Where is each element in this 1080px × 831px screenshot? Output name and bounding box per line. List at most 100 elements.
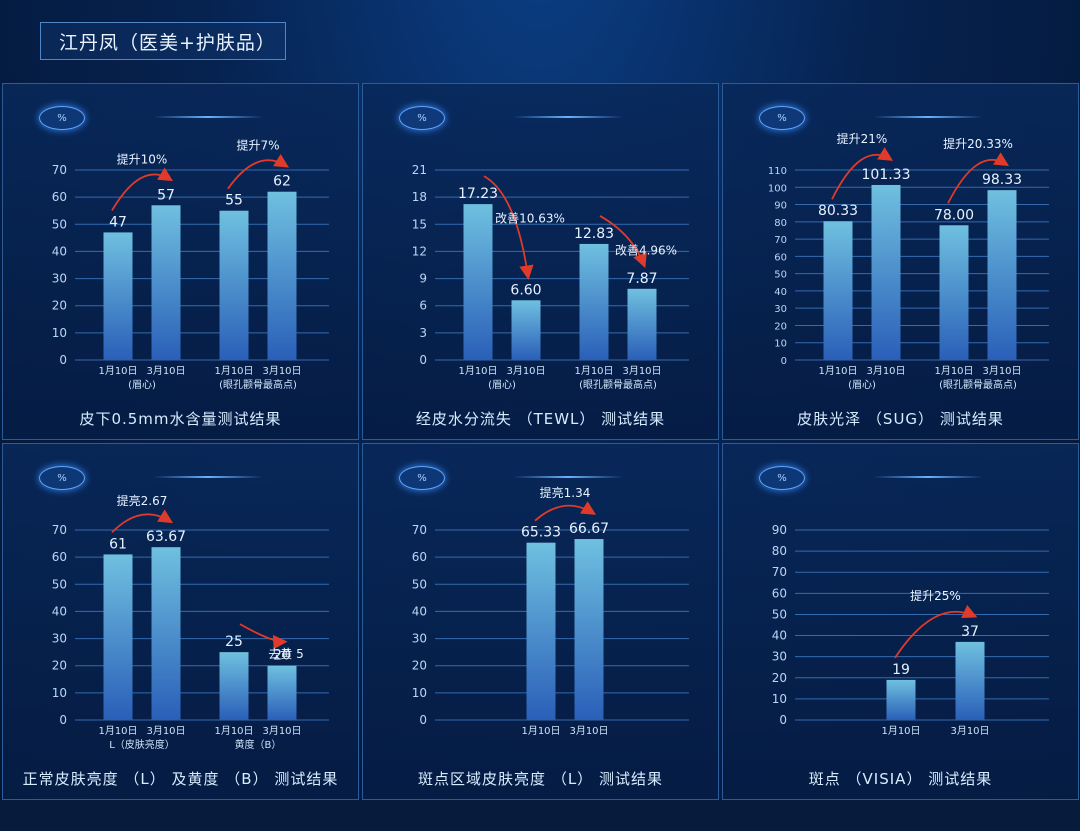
bar-chart: 0 10 20 30 40 50 60 70 65.33 1月10日 66.67 3月10日 提亮1.3… — [412, 485, 689, 737]
glow-line-decoration — [513, 476, 623, 478]
bar — [823, 221, 853, 360]
y-tick-label: 10 — [52, 686, 67, 700]
trend-arrow — [599, 215, 647, 269]
x-tick-label: 3月10日 — [262, 725, 301, 737]
bar — [103, 554, 133, 720]
y-tick-label: 70 — [52, 163, 67, 177]
bar — [579, 243, 609, 360]
annotation-label: 提升20.33% — [943, 136, 1013, 151]
data-label: 12.83 — [574, 226, 614, 242]
y-tick-label: 10 — [772, 692, 787, 706]
y-tick-label: 15 — [412, 217, 427, 231]
bar-chart: 0 3 6 9 12 15 18 21 17.23 1月10日 6.60 3月10日 12.83 1月10… — [412, 163, 689, 391]
x-tick-label: 1月10日 — [214, 365, 253, 377]
trend-arrow — [831, 147, 894, 200]
x-tick-label: 3月10日 — [950, 725, 989, 737]
data-label: 6.60 — [510, 282, 541, 298]
bar — [886, 679, 916, 720]
y-tick-label: 10 — [774, 339, 787, 350]
bar — [219, 210, 249, 360]
y-tick-label: 18 — [412, 190, 427, 204]
percent-badge-icon: % — [39, 466, 85, 490]
annotation-label: 提升21% — [837, 131, 888, 146]
bar — [151, 205, 181, 360]
chart-title: 斑点 （VISIA） 测试结果 — [808, 770, 993, 788]
trend-arrow — [483, 175, 534, 280]
bottom-bar — [0, 800, 1080, 831]
data-label: 37 — [961, 624, 979, 640]
data-label: 61 — [109, 536, 127, 552]
bar-chart: 0 10 20 30 40 50 60 70 61 1月10日 63.67 3月10日 25 1月10日 2… — [52, 493, 329, 751]
bar — [939, 225, 969, 360]
y-tick-label: 60 — [52, 190, 67, 204]
bar — [627, 288, 657, 360]
annotation-label: 提亮2.67 — [117, 493, 168, 508]
page-title-box: 江丹凤（医美+护肤品） — [40, 22, 286, 60]
x-tick-label: 3月10日 — [982, 365, 1021, 377]
glow-line-decoration — [873, 116, 983, 118]
trend-arrow — [111, 509, 174, 534]
bar — [526, 542, 556, 720]
glow-line-decoration — [153, 476, 263, 478]
x-tick-label: 1月10日 — [521, 725, 560, 737]
percent-badge-icon: % — [399, 106, 445, 130]
percent-badge-icon: % — [39, 106, 85, 130]
x-tick-label: 3月10日 — [506, 365, 545, 377]
y-tick-label: 21 — [412, 163, 427, 177]
bar — [103, 232, 133, 360]
chart-panel-brightness-yellowness: % 0 10 20 30 40 50 60 70 61 1月10日 63.67 3月10日 25 1月10日… — [2, 443, 359, 800]
group-label: (眉心) — [488, 379, 516, 391]
y-tick-label: 0 — [419, 713, 427, 727]
percent-badge-icon: % — [759, 466, 805, 490]
group-label: (眉心) — [128, 379, 156, 391]
y-tick-label: 0 — [59, 713, 67, 727]
group-label: L（皮肤亮度） — [109, 738, 175, 751]
data-label: 47 — [109, 214, 127, 230]
bar — [463, 204, 493, 360]
bar — [511, 300, 541, 360]
y-tick-label: 40 — [772, 629, 787, 643]
y-tick-label: 6 — [419, 299, 427, 313]
y-tick-label: 9 — [419, 272, 427, 286]
x-tick-label: 3月10日 — [866, 365, 905, 377]
trend-arrow — [111, 167, 174, 211]
chart-title: 正常皮肤亮度 （L） 及黄度 （B） 测试结果 — [22, 770, 339, 788]
data-label: 63.67 — [146, 529, 186, 545]
y-tick-label: 50 — [52, 577, 67, 591]
chart-panel-spot-brightness: % 0 10 20 30 40 50 60 70 65.33 1月10日 66.67 3月10日 提亮1.… — [362, 443, 719, 800]
data-label: 101.33 — [862, 167, 911, 183]
data-label: 62 — [273, 174, 291, 190]
y-tick-label: 20 — [774, 321, 787, 332]
group-label: (眼孔颧骨最高点) — [219, 378, 297, 391]
chart-panel-tewl: % 0 3 6 9 12 15 18 21 17.23 1月10日 6.60 3月10日 12.83 1月1… — [362, 83, 719, 440]
y-tick-label: 30 — [412, 632, 427, 646]
chart-title: 经皮水分流失 （TEWL） 测试结果 — [415, 410, 666, 428]
x-tick-label: 3月10日 — [146, 725, 185, 737]
y-tick-label: 20 — [52, 299, 67, 313]
x-tick-label: 1月10日 — [574, 365, 613, 377]
y-tick-label: 50 — [412, 577, 427, 591]
data-label: 80.33 — [818, 203, 858, 219]
data-label: 20 — [273, 648, 291, 664]
bar — [267, 191, 297, 360]
data-label: 65.33 — [521, 525, 561, 541]
y-tick-label: 80 — [774, 218, 787, 229]
data-label: 25 — [225, 634, 243, 650]
glow-line-decoration — [513, 116, 623, 118]
y-tick-label: 80 — [772, 544, 787, 558]
x-tick-label: 1月10日 — [458, 365, 497, 377]
y-tick-label: 70 — [772, 565, 787, 579]
data-label: 57 — [157, 187, 175, 203]
y-tick-label: 0 — [59, 353, 67, 367]
chart-title: 皮肤光泽 （SUG） 测试结果 — [797, 410, 1004, 428]
y-tick-label: 30 — [52, 272, 67, 286]
x-tick-label: 1月10日 — [818, 365, 857, 377]
bar — [574, 539, 604, 720]
y-tick-label: 0 — [419, 353, 427, 367]
y-tick-label: 60 — [52, 550, 67, 564]
x-tick-label: 3月10日 — [262, 365, 301, 377]
data-label: 66.67 — [569, 521, 609, 537]
data-label: 19 — [892, 662, 910, 678]
y-tick-label: 60 — [772, 586, 787, 600]
chart-panel-moisture: % 0 10 20 30 40 50 60 70 47 1月10日 57 3月10日 55 1月10日 62 3… — [2, 83, 359, 440]
